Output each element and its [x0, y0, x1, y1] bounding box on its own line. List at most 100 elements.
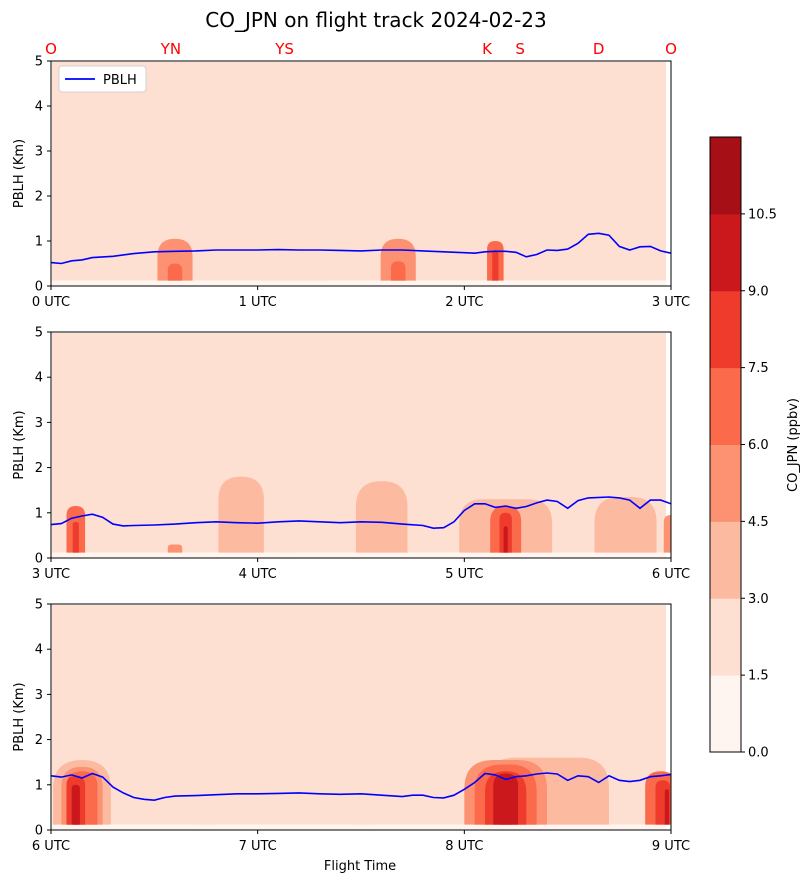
- colorbar-tick-label: 4.5: [748, 515, 769, 530]
- site-label: YS: [274, 40, 294, 58]
- colorbar-segment: [710, 444, 741, 522]
- contour-lowest-band: [52, 552, 666, 558]
- y-tick-label: 1: [35, 235, 43, 250]
- site-label: O: [665, 40, 677, 58]
- colorbar-segment: [710, 367, 741, 445]
- site-label: YN: [160, 40, 181, 58]
- colorbar: 0.0 1.5 3.0 4.5 6.0 7.5 9.0 10.5: [709, 136, 777, 761]
- contour-region: [594, 496, 657, 553]
- contour-region: [157, 238, 193, 281]
- legend-label: PBLH: [103, 73, 137, 88]
- y-tick-label: 2: [35, 733, 43, 748]
- x-tick-label: 3 UTC: [652, 295, 690, 310]
- x-tick-label: 8 UTC: [445, 839, 483, 854]
- contour-region: [663, 515, 671, 553]
- colorbar-segment: [710, 213, 741, 292]
- y-tick-label: 4: [35, 100, 43, 115]
- site-label: O: [45, 40, 57, 58]
- contour-region: [500, 784, 511, 825]
- axes-frame: [50, 60, 672, 287]
- colorbar-segment: [710, 598, 741, 676]
- x-tick-label: 2 UTC: [445, 295, 483, 310]
- colorbar-tick-label: 1.5: [748, 669, 769, 684]
- y-tick-label: 1: [35, 778, 43, 793]
- y-tick-label: 2: [35, 190, 43, 205]
- contour-field: [51, 332, 671, 558]
- contour-region: [261, 164, 328, 281]
- contour-lowest-band: [52, 280, 666, 286]
- contour-region: [503, 526, 508, 553]
- y-tick-label: 0: [35, 280, 43, 295]
- legend-box: [58, 65, 147, 93]
- contour-region: [355, 481, 408, 553]
- contour-region: [352, 757, 370, 825]
- x-tick-label: 1 UTC: [239, 295, 277, 310]
- panel-3: 0 1 2 3 4 5 6 UTC 7 UTC 8 UTC 9 UTC PBLH (Km): [12, 598, 690, 855]
- pblh-line: [51, 232, 671, 265]
- y-tick-label: 4: [35, 643, 43, 658]
- y-tick-label: 0: [35, 824, 43, 839]
- axes-frame: [50, 603, 672, 831]
- y-tick-label: 0: [35, 552, 43, 567]
- y-tick-label: 1: [35, 506, 43, 521]
- colorbar-tick-label: 0.0: [748, 746, 769, 761]
- y-axis-label: PBLH (Km): [12, 682, 27, 751]
- x-tick-label: 3 UTC: [32, 567, 70, 582]
- y-tick-label: 3: [35, 416, 43, 431]
- site-label: S: [515, 40, 525, 58]
- y-axis-label: PBLH (Km): [12, 139, 27, 208]
- colorbar-tick-label: 7.5: [748, 361, 769, 376]
- contour-region: [390, 261, 406, 281]
- y-axis-label: PBLH (Km): [12, 410, 27, 479]
- colorbar-label: CO_JPN (ppbv): [786, 398, 801, 492]
- site-labels: O YN YS K S D O: [45, 40, 677, 58]
- colorbar-tick-label: 6.0: [748, 438, 769, 453]
- contour-region: [72, 521, 79, 553]
- colorbar-tick-label: 9.0: [748, 284, 769, 299]
- pblh-line: [51, 496, 671, 530]
- x-tick-label: 6 UTC: [652, 567, 690, 582]
- contour-lowest-band: [52, 824, 666, 830]
- contour-region: [73, 796, 78, 825]
- contour-field: [51, 61, 671, 286]
- contour-background: [52, 62, 666, 281]
- contour-region: [218, 476, 264, 553]
- colorbar-tick-label: 10.5: [748, 207, 777, 222]
- pblh-line: [51, 772, 671, 802]
- contour-region: [167, 544, 183, 553]
- contour-region: [284, 454, 293, 553]
- colorbar-segment: [710, 137, 741, 215]
- y-tick-label: 2: [35, 461, 43, 476]
- x-tick-label: 5 UTC: [445, 567, 483, 582]
- panels: 0 1 2 3 4 5 0 UTC 1 UTC 2 UTC 3 UTC PBLH (Km) 0 1 2 3 4…: [12, 55, 690, 855]
- y-tick-label: 4: [35, 371, 43, 386]
- contour-region: [664, 789, 669, 825]
- contour-field: [51, 604, 671, 830]
- x-axis-label: Flight Time: [324, 859, 396, 874]
- panel-1: 0 1 2 3 4 5 0 UTC 1 UTC 2 UTC 3 UTC PBLH (Km): [12, 55, 690, 311]
- contour-region: [197, 753, 215, 825]
- x-tick-label: 6 UTC: [32, 839, 70, 854]
- x-tick-label: 9 UTC: [652, 839, 690, 854]
- axes-frame: [50, 331, 672, 559]
- x-tick-label: 4 UTC: [239, 567, 277, 582]
- colorbar-segment: [710, 675, 741, 753]
- chart-title: CO_JPN on flight track 2024-02-23: [205, 8, 546, 32]
- colorbar-tick-label: 3.0: [748, 592, 769, 607]
- legend: PBLH: [58, 65, 147, 93]
- site-label: K: [482, 40, 493, 58]
- contour-region: [492, 250, 499, 281]
- y-tick-label: 3: [35, 145, 43, 160]
- x-tick-label: 7 UTC: [239, 839, 277, 854]
- x-tick-label: 0 UTC: [32, 295, 70, 310]
- y-tick-label: 5: [35, 598, 43, 613]
- y-tick-label: 5: [35, 326, 43, 341]
- panel-2: 0 1 2 3 4 5 3 UTC 4 UTC 5 UTC 6 UTC PBLH (Km): [12, 326, 690, 583]
- contour-region: [167, 263, 183, 281]
- y-tick-label: 5: [35, 55, 43, 70]
- colorbar-segment: [710, 290, 741, 369]
- site-label: D: [593, 40, 605, 58]
- y-tick-label: 3: [35, 688, 43, 703]
- colorbar-segment: [710, 521, 741, 599]
